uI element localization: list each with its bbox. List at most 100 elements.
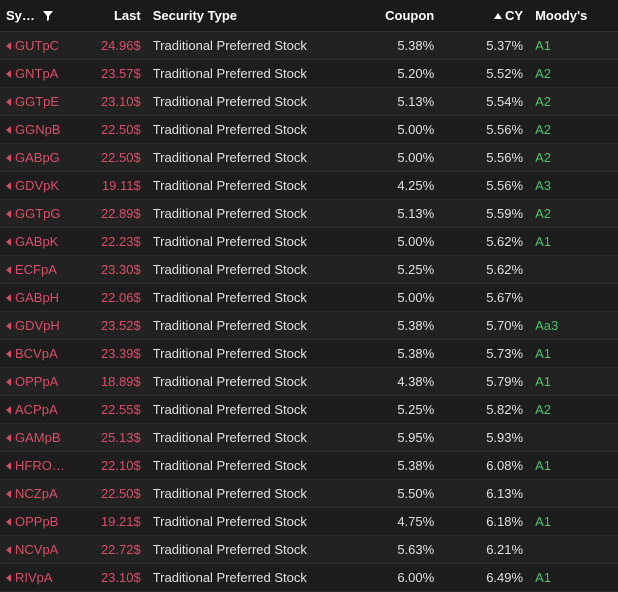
cy-text: 6.08%	[486, 458, 523, 473]
cell-coupon: 5.50%	[351, 480, 440, 508]
table-row[interactable]: BCVpA23.39$Traditional Preferred Stock5.…	[0, 340, 618, 368]
cell-security-type: Traditional Preferred Stock	[147, 312, 352, 340]
cell-symbol[interactable]: GGTpG	[0, 200, 81, 228]
table-row[interactable]: GAMpB25.13$Traditional Preferred Stock5.…	[0, 424, 618, 452]
table-row[interactable]: OPPpB19.21$Traditional Preferred Stock4.…	[0, 508, 618, 536]
type-text: Traditional Preferred Stock	[153, 514, 307, 529]
cell-symbol[interactable]: OPPpB	[0, 508, 81, 536]
cell-symbol[interactable]: GABpG	[0, 144, 81, 172]
table-row[interactable]: GDVpH23.52$Traditional Preferred Stock5.…	[0, 312, 618, 340]
type-text: Traditional Preferred Stock	[153, 318, 307, 333]
cell-symbol[interactable]: GDVpH	[0, 312, 81, 340]
cell-coupon: 5.38%	[351, 452, 440, 480]
last-text: 23.10$	[101, 94, 141, 109]
moodys-text: A1	[535, 374, 551, 389]
last-text: 22.50$	[101, 122, 141, 137]
cell-security-type: Traditional Preferred Stock	[147, 256, 352, 284]
cell-symbol[interactable]: ACPpA	[0, 396, 81, 424]
cell-symbol[interactable]: GNTpA	[0, 60, 81, 88]
cy-text: 5.56%	[486, 122, 523, 137]
cy-text: 6.49%	[486, 570, 523, 585]
cell-cy: 5.56%	[440, 144, 529, 172]
cell-moodys	[529, 536, 618, 564]
cell-symbol[interactable]: HFRO…	[0, 452, 81, 480]
table-row[interactable]: HFRO…22.10$Traditional Preferred Stock5.…	[0, 452, 618, 480]
moodys-text: A3	[535, 178, 551, 193]
coupon-text: 5.38%	[397, 458, 434, 473]
last-text: 22.23$	[101, 234, 141, 249]
column-header-moodys[interactable]: Moody's	[529, 0, 618, 32]
moodys-text: A2	[535, 122, 551, 137]
filter-icon[interactable]	[43, 11, 53, 21]
coupon-text: 5.13%	[397, 94, 434, 109]
column-header-coupon[interactable]: Coupon	[351, 0, 440, 32]
table-row[interactable]: GABpG 22.50$ Traditional Preferred Stock 5.…	[0, 144, 618, 172]
table-row[interactable]: GABpK22.23$Traditional Preferred Stock5.…	[0, 228, 618, 256]
column-header-symbol[interactable]: Sy…	[0, 0, 81, 32]
table-row[interactable]: ACPpA22.55$Traditional Preferred Stock5.…	[0, 396, 618, 424]
table-row[interactable]: GGNpB22.50$Traditional Preferred Stock5.…	[0, 116, 618, 144]
table-row[interactable]: GGTpE23.10$Traditional Preferred Stock5.…	[0, 88, 618, 116]
cell-coupon: 5.00%	[351, 228, 440, 256]
cell-moodys: A1	[529, 228, 618, 256]
cell-symbol[interactable]: ECFpA	[0, 256, 81, 284]
table-row[interactable]: OPPpA18.89$Traditional Preferred Stock4.…	[0, 368, 618, 396]
cell-symbol[interactable]: NCZpA	[0, 480, 81, 508]
symbol-text: OPPpA	[15, 374, 58, 389]
table-row[interactable]: GUTpC24.96$Traditional Preferred Stock5.…	[0, 32, 618, 60]
cell-symbol[interactable]: GAMpB	[0, 424, 81, 452]
cell-symbol[interactable]: OPPpA	[0, 368, 81, 396]
cell-symbol[interactable]: GABpK	[0, 228, 81, 256]
cy-text: 6.18%	[486, 514, 523, 529]
table-row[interactable]: GGTpG22.89$Traditional Preferred Stock5.…	[0, 200, 618, 228]
table-row[interactable]: GABpH22.06$Traditional Preferred Stock5.…	[0, 284, 618, 312]
column-header-cy[interactable]: CY	[440, 0, 529, 32]
last-text: 22.10$	[101, 458, 141, 473]
table-row[interactable]: GNTpA23.57$ Traditional Preferred Stock 5.…	[0, 60, 618, 88]
table-row[interactable]: NCVpA22.72$Traditional Preferred Stock5.…	[0, 536, 618, 564]
cell-symbol[interactable]: GGNpB	[0, 116, 81, 144]
last-text: 22.50$	[101, 150, 141, 165]
cell-coupon: 5.38%	[351, 340, 440, 368]
cell-cy: 5.62%	[440, 228, 529, 256]
cell-cy: 5.52%	[440, 60, 529, 88]
column-header-last[interactable]: Last	[81, 0, 147, 32]
cell-last: 23.57$	[81, 60, 147, 88]
last-text: 22.72$	[101, 542, 141, 557]
last-text: 25.13$	[101, 430, 141, 445]
cy-text: 5.73%	[486, 346, 523, 361]
cell-last: 22.72$	[81, 536, 147, 564]
type-text: Traditional Preferred Stock	[153, 66, 307, 81]
last-text: 23.39$	[101, 346, 141, 361]
table-row[interactable]: RIVpA23.10$Traditional Preferred Stock6.…	[0, 564, 618, 592]
table-row[interactable]: GDVpK19.11$Traditional Preferred Stock4.…	[0, 172, 618, 200]
cell-symbol[interactable]: GABpH	[0, 284, 81, 312]
column-header-security-type[interactable]: Security Type	[147, 0, 352, 32]
cell-symbol[interactable]: NCVpA	[0, 536, 81, 564]
cell-symbol[interactable]: GUTpC	[0, 32, 81, 60]
moodys-text: A2	[535, 402, 551, 417]
cy-text: 5.59%	[486, 206, 523, 221]
table-row[interactable]: ECFpA23.30$Traditional Preferred Stock5.…	[0, 256, 618, 284]
symbol-text: GGTpG	[15, 206, 61, 221]
symbol-text: GABpG	[15, 150, 60, 165]
coupon-text: 5.38%	[397, 346, 434, 361]
last-text: 22.55$	[101, 402, 141, 417]
cell-last: 22.06$	[81, 284, 147, 312]
cell-symbol[interactable]: BCVpA	[0, 340, 81, 368]
table-row[interactable]: NCZpA22.50$Traditional Preferred Stock5.…	[0, 480, 618, 508]
coupon-text: 5.00%	[397, 150, 434, 165]
cell-symbol[interactable]: GGTpE	[0, 88, 81, 116]
cell-security-type: Traditional Preferred Stock	[147, 144, 352, 172]
cy-text: 5.70%	[486, 318, 523, 333]
coupon-text: 4.38%	[397, 374, 434, 389]
cell-security-type: Traditional Preferred Stock	[147, 172, 352, 200]
cell-symbol[interactable]: RIVpA	[0, 564, 81, 592]
cell-moodys: A3	[529, 172, 618, 200]
cell-cy: 6.18%	[440, 508, 529, 536]
column-label: Sy…	[6, 8, 35, 23]
cell-symbol[interactable]: GDVpK	[0, 172, 81, 200]
symbol-text: BCVpA	[15, 346, 58, 361]
cell-last: 22.50$	[81, 480, 147, 508]
cell-last: 25.13$	[81, 424, 147, 452]
